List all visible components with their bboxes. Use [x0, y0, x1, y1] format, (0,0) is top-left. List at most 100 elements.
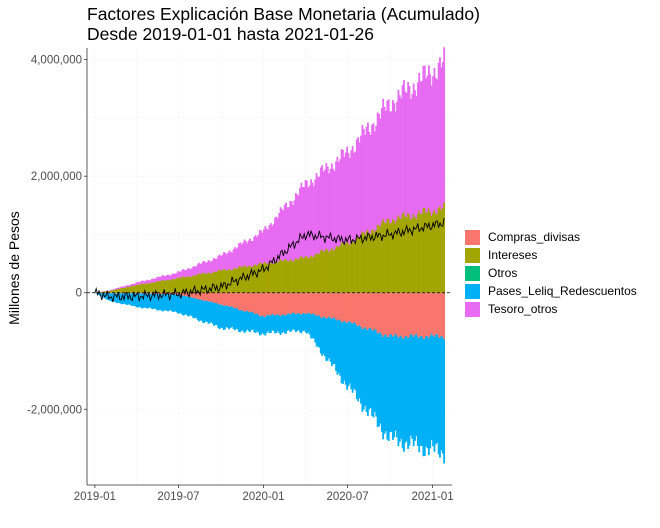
bar-pases_leliq_redescuentos	[186, 296, 189, 317]
bar-pases_leliq_redescuentos	[145, 293, 148, 308]
bar-pases_leliq_redescuentos	[171, 294, 174, 312]
bar-compras_divisas	[224, 292, 227, 306]
bar-pases_leliq_redescuentos	[411, 334, 414, 439]
bar-tesoro_otros	[325, 162, 328, 249]
bar-tesoro_otros	[311, 182, 314, 257]
bar-compras_divisas	[114, 292, 117, 294]
bar-pases_leliq_redescuentos	[182, 295, 185, 316]
bar-intereses	[117, 288, 120, 293]
bar-pases_leliq_redescuentos	[229, 306, 232, 328]
bar-pases_leliq_redescuentos	[389, 334, 391, 433]
bar-pases_leliq_redescuentos	[339, 320, 342, 376]
bar-pases_leliq_redescuentos	[288, 313, 290, 331]
bar-intereses	[275, 261, 278, 293]
bar-pases_leliq_redescuentos	[432, 335, 434, 447]
bar-tesoro_otros	[258, 230, 261, 263]
bar-intereses	[311, 256, 314, 293]
bar-intereses	[233, 267, 236, 293]
bar-intereses	[364, 234, 367, 293]
bar-intereses	[397, 215, 400, 293]
bar-compras_divisas	[288, 292, 290, 314]
bar-tesoro_otros	[239, 242, 242, 267]
bar-intereses	[149, 283, 152, 293]
bar-tesoro_otros	[195, 266, 197, 276]
bar-pases_leliq_redescuentos	[139, 293, 142, 308]
bar-compras_divisas	[368, 292, 371, 329]
bar-tesoro_otros	[304, 180, 307, 257]
legend-label: Tesoro_otros	[488, 302, 558, 316]
bar-compras_divisas	[120, 292, 123, 294]
bar-pases_leliq_redescuentos	[290, 313, 293, 332]
bar-compras_divisas	[278, 292, 281, 316]
bar-tesoro_otros	[437, 62, 440, 208]
bar-compras_divisas	[218, 292, 221, 305]
bar-pases_leliq_redescuentos	[373, 328, 376, 413]
bar-tesoro_otros	[322, 171, 325, 252]
bar-intereses	[225, 270, 228, 293]
bar-tesoro_otros	[396, 101, 398, 220]
bar-pases_leliq_redescuentos	[330, 318, 333, 367]
bar-pases_leliq_redescuentos	[160, 294, 163, 311]
bar-compras_divisas	[196, 292, 199, 299]
bar-pases_leliq_redescuentos	[185, 296, 188, 315]
bar-intereses	[322, 251, 325, 293]
bar-intereses	[199, 274, 202, 293]
bar-compras_divisas	[386, 292, 389, 337]
bar-pases_leliq_redescuentos	[332, 317, 335, 365]
bar-compras_divisas	[185, 292, 188, 297]
bar-compras_divisas	[330, 292, 333, 319]
bar-intereses	[353, 242, 355, 293]
bar-pases_leliq_redescuentos	[443, 339, 446, 464]
bar-tesoro_otros	[443, 47, 446, 203]
bar-compras_divisas	[367, 292, 369, 331]
bar-intereses	[405, 217, 408, 293]
bar-tesoro_otros	[415, 96, 418, 219]
bar-intereses	[179, 277, 182, 293]
bar-compras_divisas	[228, 292, 231, 307]
bar-tesoro_otros	[278, 213, 281, 261]
bar-intereses	[441, 208, 444, 293]
bar-tesoro_otros	[186, 268, 189, 277]
bar-tesoro_otros	[229, 251, 232, 270]
bar-tesoro_otros	[365, 127, 368, 232]
bar-tesoro_otros	[429, 74, 432, 212]
bar-pases_leliq_redescuentos	[400, 335, 403, 439]
bar-tesoro_otros	[308, 185, 311, 258]
bar-intereses	[348, 244, 351, 293]
bar-compras_divisas	[149, 292, 152, 294]
bar-tesoro_otros	[358, 142, 361, 238]
bar-tesoro_otros	[189, 269, 192, 278]
bar-tesoro_otros	[110, 289, 113, 291]
bar-pases_leliq_redescuentos	[278, 315, 281, 333]
bar-pases_leliq_redescuentos	[166, 294, 168, 312]
bar-compras_divisas	[197, 292, 200, 300]
bar-compras_divisas	[415, 292, 418, 334]
bar-pases_leliq_redescuentos	[242, 310, 245, 332]
bar-pases_leliq_redescuentos	[292, 312, 294, 329]
bar-pases_leliq_redescuentos	[397, 338, 400, 447]
bar-pases_leliq_redescuentos	[225, 305, 228, 328]
bar-tesoro_otros	[192, 266, 195, 276]
bar-compras_divisas	[283, 292, 286, 316]
bar-pases_leliq_redescuentos	[306, 314, 308, 334]
bar-tesoro_otros	[288, 207, 290, 262]
bar-tesoro_otros	[213, 257, 215, 272]
bar-intereses	[347, 243, 350, 293]
bar-compras_divisas	[261, 292, 264, 316]
bar-pases_leliq_redescuentos	[353, 322, 355, 389]
bar-intereses	[346, 240, 349, 293]
bar-tesoro_otros	[361, 124, 364, 232]
bar-tesoro_otros	[261, 232, 264, 265]
bar-pases_leliq_redescuentos	[286, 313, 289, 331]
bar-compras_divisas	[193, 292, 196, 299]
bar-compras_divisas	[405, 292, 408, 336]
bar-tesoro_otros	[283, 204, 286, 260]
bar-compras_divisas	[358, 292, 361, 326]
bar-intereses	[336, 245, 339, 293]
bar-compras_divisas	[239, 292, 242, 311]
bar-pases_leliq_redescuentos	[427, 338, 430, 456]
bar-intereses	[360, 235, 362, 293]
bar-tesoro_otros	[430, 85, 433, 216]
bar-tesoro_otros	[409, 98, 412, 220]
bar-tesoro_otros	[276, 218, 279, 263]
